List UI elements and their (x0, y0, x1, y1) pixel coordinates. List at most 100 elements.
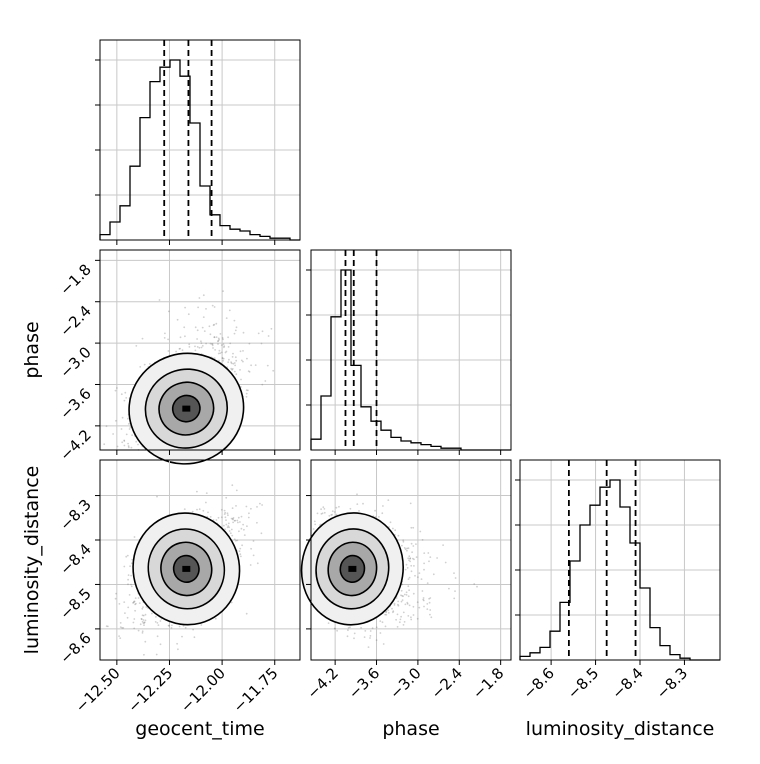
scatter-point (409, 557, 412, 560)
scatter-point (406, 567, 409, 569)
scatter-point (178, 625, 181, 628)
scatter-point (362, 502, 364, 505)
scatter-point (228, 526, 231, 529)
scatter-point (412, 592, 415, 595)
scatter-point (406, 601, 409, 604)
scatter-point (240, 527, 243, 530)
scatter-point (232, 352, 234, 355)
scatter-point (209, 333, 212, 336)
scatter-point (356, 493, 358, 496)
scatter-point (143, 622, 146, 624)
scatter-point (213, 323, 216, 326)
scatter-point (222, 290, 225, 292)
scatter-point (222, 343, 225, 345)
scatter-point (231, 534, 234, 537)
scatter-point (409, 557, 411, 560)
scatter-point (403, 593, 406, 596)
scatter-point (223, 345, 226, 348)
scatter-point (429, 556, 432, 558)
scatter-point (239, 521, 241, 523)
scatter-point (155, 653, 158, 656)
scatter-point (416, 617, 419, 620)
scatter-point (225, 523, 228, 526)
y-tick-label: −8.6 (56, 629, 94, 667)
scatter-point (411, 551, 413, 554)
scatter-point (214, 349, 217, 351)
scatter-point (220, 351, 223, 354)
scatter-point (188, 343, 191, 346)
scatter-point (133, 536, 136, 538)
scatter-point (192, 628, 195, 631)
scatter-point (212, 324, 215, 327)
scatter-point (234, 356, 237, 359)
scatter-point (264, 380, 267, 382)
scatter-point (237, 516, 240, 519)
scatter-point (188, 346, 191, 348)
scatter-point (226, 512, 229, 515)
scatter-point (375, 639, 378, 641)
scatter-point (227, 361, 230, 364)
scatter-point (245, 505, 248, 508)
x-axis-label: geocent_time (135, 718, 264, 740)
scatter-point (176, 318, 179, 321)
scatter-point (412, 526, 415, 529)
scatter-point (233, 519, 236, 522)
scatter-point (347, 629, 349, 632)
scatter-point (402, 611, 405, 614)
scatter-point (115, 592, 117, 595)
scatter-point (422, 598, 425, 601)
scatter-point (234, 329, 237, 332)
scatter-point (213, 306, 216, 308)
scatter-point (454, 590, 456, 592)
scatter-point (127, 446, 130, 449)
scatter-point (233, 362, 236, 364)
scatter-point (397, 534, 400, 537)
scatter-point (242, 350, 244, 352)
scatter-point (336, 629, 338, 632)
scatter-point (225, 317, 228, 319)
scatter-point (270, 327, 273, 330)
scatter-point (119, 622, 122, 624)
scatter-point (225, 496, 228, 499)
scatter-point (209, 516, 212, 518)
x-tick-label: −8.4 (608, 664, 646, 702)
scatter-point (423, 562, 425, 565)
scatter-point (115, 419, 117, 422)
scatter-point (392, 610, 395, 613)
scatter-point (217, 516, 220, 519)
scatter-point (179, 336, 182, 339)
scatter-point (400, 600, 403, 603)
scatter-point (202, 509, 205, 512)
scatter-point (234, 519, 237, 522)
scatter-point (163, 337, 166, 339)
scatter-point (221, 357, 224, 359)
density-peak (182, 565, 191, 572)
density-peak (348, 565, 357, 572)
scatter-point (404, 548, 407, 551)
scatter-point (428, 560, 430, 563)
scatter-point (214, 617, 217, 620)
scatter-point (130, 574, 133, 577)
scatter-point (225, 350, 228, 353)
scatter-point (218, 338, 221, 341)
scatter-point (196, 338, 199, 340)
scatter-point (140, 618, 143, 621)
scatter-point (227, 522, 230, 525)
scatter-point (360, 626, 362, 629)
scatter-point (200, 340, 202, 343)
scatter-point (132, 602, 134, 604)
scatter-point (243, 534, 246, 536)
scatter-point (156, 622, 159, 624)
scatter-point (330, 514, 333, 516)
scatter-point (139, 366, 142, 368)
scatter-point (164, 332, 166, 335)
scatter-point (203, 330, 206, 332)
scatter-panel-phase-luminosity_distance (310, 459, 512, 661)
scatter-point (224, 351, 227, 354)
scatter-point (313, 520, 316, 523)
scatter-point (231, 368, 234, 371)
scatter-point (364, 630, 367, 632)
scatter-point (429, 597, 432, 599)
scatter-point (227, 346, 230, 348)
scatter-point (385, 611, 387, 614)
